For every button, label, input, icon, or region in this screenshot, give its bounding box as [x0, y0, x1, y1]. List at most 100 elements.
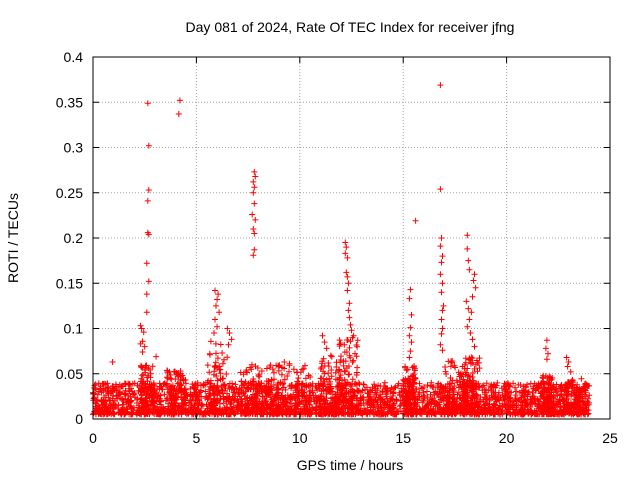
burst-point [306, 401, 313, 408]
baseline-point [190, 411, 197, 418]
baseline-point [190, 406, 197, 412]
burst-point [170, 402, 177, 409]
data-point [347, 321, 354, 328]
burst-point [271, 395, 278, 402]
burst-point [207, 338, 214, 345]
baseline-point [110, 404, 117, 411]
burst-point [182, 406, 189, 413]
burst-point [412, 367, 418, 374]
burst-point [463, 369, 470, 376]
burst-point [548, 389, 555, 396]
burst-point [402, 363, 409, 370]
baseline-point [495, 405, 502, 411]
data-point [143, 309, 150, 316]
baseline-point [387, 405, 393, 412]
burst-point [174, 380, 181, 387]
baseline-point [425, 409, 432, 416]
burst-point [340, 397, 347, 404]
burst-point [349, 359, 356, 365]
data-point [437, 82, 444, 89]
burst-point [464, 409, 471, 415]
baseline-point [312, 404, 319, 411]
burst-point [175, 373, 182, 380]
burst-point [264, 410, 271, 417]
burst-point [206, 369, 213, 376]
baseline-point [161, 408, 168, 415]
burst-point [335, 368, 342, 375]
burst-point [280, 396, 286, 403]
baseline-point [114, 395, 121, 402]
baseline-point [379, 410, 386, 417]
data-point [464, 232, 471, 239]
baseline-point [364, 410, 371, 417]
baseline-point [187, 385, 194, 392]
data-point [145, 187, 152, 193]
burst-point [402, 398, 409, 405]
burst-point [406, 402, 413, 409]
burst-point [337, 372, 344, 379]
baseline-point [288, 400, 295, 407]
data-point [542, 345, 549, 352]
data-point [406, 354, 413, 361]
burst-point [171, 368, 177, 375]
burst-point [447, 375, 454, 381]
burst-point [328, 367, 335, 373]
data-point [176, 97, 183, 104]
baseline-point [535, 385, 542, 392]
data-point [249, 211, 256, 218]
data-point [438, 289, 445, 296]
burst-point [475, 411, 482, 418]
burst-point [571, 389, 578, 396]
burst-point [265, 403, 272, 410]
baseline-point [263, 398, 270, 405]
burst-point [139, 372, 146, 379]
burst-point [346, 352, 353, 359]
burst-point [168, 384, 175, 390]
burst-point [349, 376, 356, 383]
data-point [437, 186, 444, 193]
baseline-point [365, 390, 372, 397]
burst-point [206, 350, 213, 357]
baseline-point [226, 380, 233, 387]
burst-point [268, 407, 275, 414]
data-point [408, 311, 415, 318]
baseline-point [513, 397, 520, 404]
burst-point [282, 386, 289, 393]
burst-point [547, 375, 553, 382]
data-point [437, 341, 444, 348]
baseline-point [517, 410, 524, 417]
grid-layer [93, 57, 610, 419]
x-tick-label: 10 [292, 430, 308, 446]
baseline-point [416, 380, 423, 387]
baseline-point [359, 387, 366, 394]
burst-point [343, 389, 350, 396]
burst-point [208, 380, 215, 387]
burst-point [304, 397, 311, 404]
data-point [343, 269, 350, 276]
baseline-point [312, 407, 319, 414]
burst-point [320, 397, 327, 404]
data-point [466, 266, 473, 273]
data-point [215, 291, 222, 298]
data-point [464, 323, 471, 330]
burst-point [144, 402, 151, 408]
burst-point [283, 409, 290, 416]
burst-point [550, 409, 556, 416]
burst-point [299, 387, 306, 394]
burst-point [404, 366, 411, 373]
burst-point [298, 398, 305, 405]
baseline-point [502, 403, 509, 409]
burst-point [404, 380, 411, 387]
burst-point [211, 368, 218, 375]
burst-point [574, 381, 581, 388]
burst-point [542, 395, 549, 401]
baseline-point [130, 391, 137, 398]
data-point [439, 347, 446, 354]
burst-point [353, 372, 360, 378]
baseline-point [200, 403, 206, 409]
baseline-point [98, 389, 105, 396]
burst-point [574, 398, 581, 405]
data-point [439, 280, 446, 287]
data-point [109, 359, 116, 365]
burst-point [286, 368, 292, 375]
